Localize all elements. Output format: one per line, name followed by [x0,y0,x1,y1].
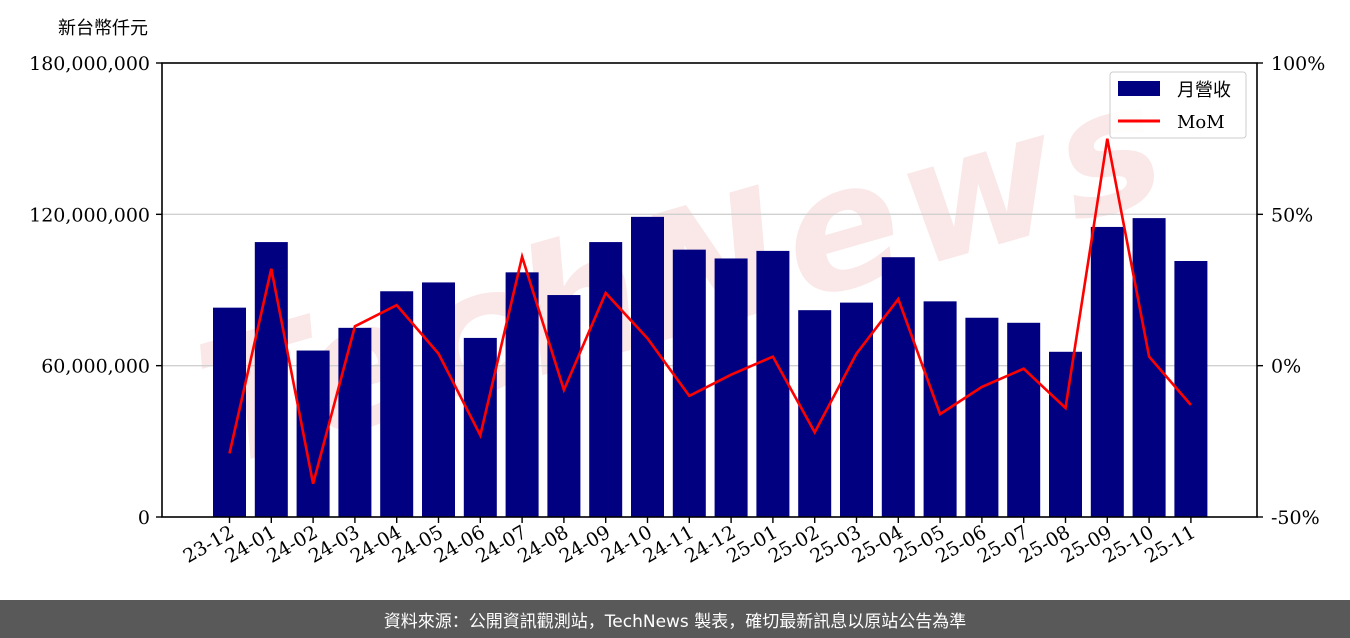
revenue-bar [1049,351,1082,517]
revenue-bar [840,302,873,517]
footer-text: 資料來源：公開資訊觀測站，TechNews 製表，確切最新訊息以原站公告為準 [383,611,967,632]
revenue-bar [923,301,957,517]
revenue-bar [1132,218,1166,517]
revenue-bar [1090,226,1124,517]
legend-bar-label: 月營收 [1177,80,1231,101]
revenue-bar [714,258,748,517]
plot-frame [161,62,1258,518]
revenue-bar [254,242,288,518]
revenue-bar [672,249,706,517]
revenue-bar [1174,260,1208,517]
revenue-bar [1007,322,1041,517]
revenue-bar [965,317,999,517]
y-tick-label: 120,000,000 [29,204,150,226]
revenue-bar [213,307,246,517]
revenue-bar [547,295,581,517]
revenue-bar [422,282,455,517]
y2-tick-label: 50% [1271,204,1313,226]
revenue-bar [756,250,790,517]
y2-tick-label: 100% [1271,53,1325,75]
revenue-bar [296,350,330,517]
mom-line [228,138,1192,485]
revenue-bar [631,216,664,517]
revenue-bar [380,291,414,517]
revenue-bar [881,257,915,517]
y2-tick-label: -50% [1271,507,1320,529]
revenue-bar [505,272,539,517]
y-tick-label: 0 [138,507,150,529]
legend-line-label: MoM [1177,112,1225,133]
y2-tick-label: 0% [1271,356,1301,378]
revenue-bar [589,242,623,518]
y-axis-unit-label: 新台幣仟元 [58,18,148,39]
y-tick-label: 60,000,000 [41,356,150,378]
source-footer: 資料來源：公開資訊觀測站，TechNews 製表，確切最新訊息以原站公告為準 [0,600,1350,638]
revenue-bar [463,337,497,517]
mom-line-series [228,138,1192,485]
bar-series [213,216,1208,518]
legend-bar-swatch [1118,81,1160,96]
y-tick-label: 180,000,000 [29,53,150,75]
revenue-bar [338,327,372,517]
legend: 月營收 MoM [1109,71,1247,139]
revenue-mom-chart: TechNews 060,000,000120,000,000180,000,0… [29,18,1325,568]
